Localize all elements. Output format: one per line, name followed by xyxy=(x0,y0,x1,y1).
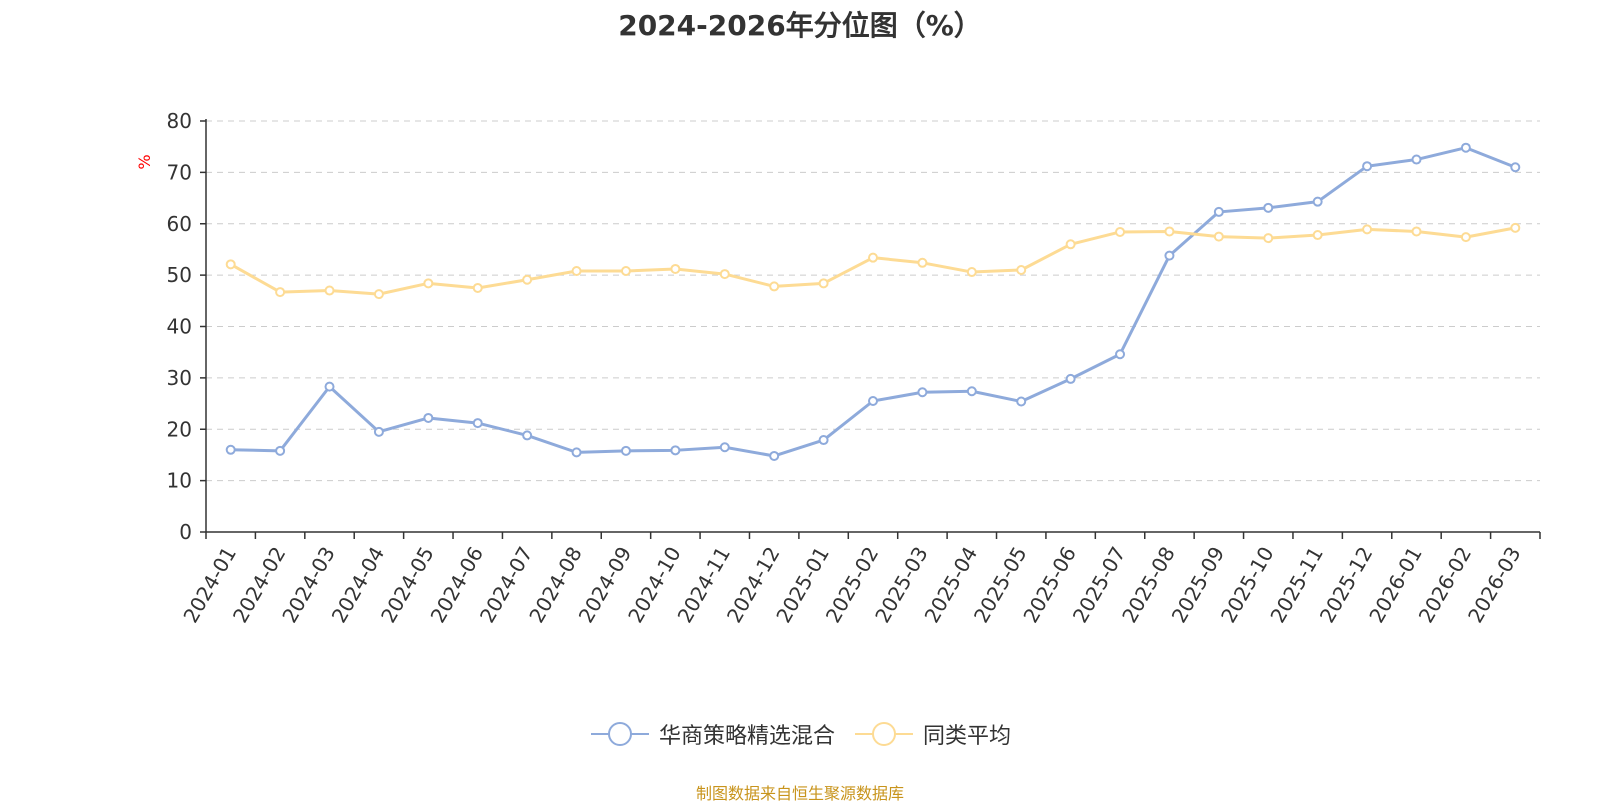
data-point-series-1[interactable] xyxy=(1411,154,1422,165)
data-point-series-1[interactable] xyxy=(818,435,829,446)
legend-label-series-1: 华商策略精选混合 xyxy=(658,724,835,749)
data-point-series-2[interactable] xyxy=(1263,233,1274,244)
data-point-series-1[interactable] xyxy=(670,445,681,456)
data-point-series-1[interactable] xyxy=(1065,373,1076,384)
legend-item-series-1[interactable]: 华商策略精选混合 xyxy=(589,718,835,750)
data-point-series-1[interactable] xyxy=(324,381,335,392)
data-point-series-2[interactable] xyxy=(324,285,335,296)
y-tick-label: 80 xyxy=(167,109,192,133)
data-point-series-1[interactable] xyxy=(769,450,780,461)
data-point-series-1[interactable] xyxy=(917,387,928,398)
data-point-series-1[interactable] xyxy=(373,426,384,437)
data-point-series-1[interactable] xyxy=(1460,142,1471,153)
data-point-series-2[interactable] xyxy=(917,257,928,268)
data-point-series-1[interactable] xyxy=(423,412,434,423)
data-point-series-2[interactable] xyxy=(1312,230,1323,241)
source-note: 制图数据来自恒生聚源数据库 xyxy=(695,784,904,803)
y-tick-label: 70 xyxy=(167,160,192,184)
data-point-series-2[interactable] xyxy=(1065,239,1076,250)
data-point-series-2[interactable] xyxy=(670,263,681,274)
data-point-series-1[interactable] xyxy=(966,386,977,397)
data-point-series-1[interactable] xyxy=(1362,161,1373,172)
data-point-series-1[interactable] xyxy=(225,444,236,455)
grid-lines xyxy=(206,120,1540,482)
legend-marker-series-2 xyxy=(855,722,913,746)
data-point-series-2[interactable] xyxy=(522,274,533,285)
data-point-series-2[interactable] xyxy=(225,259,236,270)
data-point-series-2[interactable] xyxy=(1164,226,1175,237)
axes xyxy=(200,119,1541,539)
series-lines xyxy=(225,142,1521,461)
data-point-series-2[interactable] xyxy=(1411,226,1422,237)
data-point-series-1[interactable] xyxy=(1016,396,1027,407)
data-point-series-2[interactable] xyxy=(769,281,780,292)
data-point-series-2[interactable] xyxy=(1115,226,1126,237)
data-point-series-1[interactable] xyxy=(1115,349,1126,360)
y-tick-label: 0 xyxy=(179,520,192,544)
data-point-series-2[interactable] xyxy=(1460,232,1471,243)
legend-label-series-2: 同类平均 xyxy=(923,724,1012,749)
data-point-series-1[interactable] xyxy=(472,418,483,429)
data-point-series-2[interactable] xyxy=(1016,264,1027,275)
data-point-series-2[interactable] xyxy=(1362,224,1373,235)
y-tick-label: 40 xyxy=(167,315,192,339)
data-point-series-2[interactable] xyxy=(423,278,434,289)
data-point-series-2[interactable] xyxy=(719,269,730,280)
data-point-series-2[interactable] xyxy=(868,252,878,263)
data-point-series-2[interactable] xyxy=(472,282,483,293)
data-point-series-2[interactable] xyxy=(966,267,977,278)
data-point-series-1[interactable] xyxy=(1164,250,1175,261)
y-tick-label: 20 xyxy=(167,417,192,441)
data-point-series-1[interactable] xyxy=(1213,206,1224,217)
data-point-series-2[interactable] xyxy=(620,266,631,277)
data-point-series-1[interactable] xyxy=(275,445,286,456)
data-point-series-1[interactable] xyxy=(571,447,582,458)
data-point-series-1[interactable] xyxy=(719,442,730,453)
data-point-series-1[interactable] xyxy=(868,395,878,406)
data-point-series-1[interactable] xyxy=(1510,162,1521,173)
data-point-series-2[interactable] xyxy=(1510,222,1521,233)
data-point-series-1[interactable] xyxy=(620,445,631,456)
legend: 华商策略精选混合 同类平均 xyxy=(0,718,1600,750)
y-tick-label: 60 xyxy=(167,212,192,236)
data-point-series-2[interactable] xyxy=(373,289,384,300)
axis-labels: 01020304050607080%2024-012024-022024-032… xyxy=(135,109,1526,627)
legend-item-series-2[interactable]: 同类平均 xyxy=(853,718,1011,750)
data-point-series-1[interactable] xyxy=(1263,202,1274,213)
data-point-series-2[interactable] xyxy=(571,266,582,277)
data-point-series-2[interactable] xyxy=(1213,231,1224,242)
y-axis-label: % xyxy=(135,154,154,169)
data-point-series-1[interactable] xyxy=(522,430,533,441)
data-point-series-2[interactable] xyxy=(275,287,286,298)
data-point-series-2[interactable] xyxy=(818,278,829,289)
y-tick-label: 50 xyxy=(167,263,192,287)
data-point-series-1[interactable] xyxy=(1312,196,1323,207)
y-tick-label: 10 xyxy=(167,469,192,493)
series-line-1 xyxy=(230,146,1516,458)
legend-marker-series-1 xyxy=(590,722,649,746)
y-tick-label: 30 xyxy=(167,366,192,390)
chart-title: 2024-2026年分位图（%） xyxy=(618,9,982,42)
